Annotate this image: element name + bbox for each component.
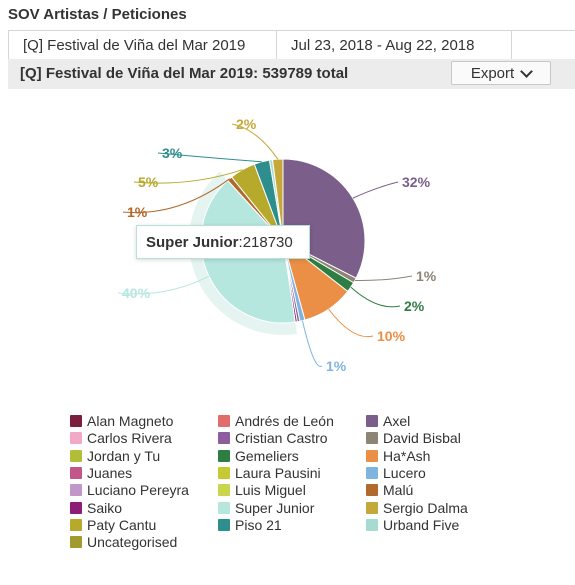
legend-swatch <box>70 432 82 445</box>
legend-swatch <box>218 518 230 531</box>
connector-line <box>352 181 399 199</box>
chart-tooltip: Super Junior:218730 <box>136 225 310 259</box>
pie-slice-label: 1% <box>127 204 148 220</box>
legend-swatch <box>70 484 82 497</box>
legend-swatch <box>70 415 82 427</box>
legend-item[interactable]: Saiko <box>70 500 122 516</box>
pie-slice-label: 2% <box>404 298 425 314</box>
legend-item[interactable]: Axel <box>366 413 410 429</box>
legend-item[interactable]: Ha*Ash <box>366 448 430 464</box>
legend-label: Luis Miguel <box>235 482 306 499</box>
legend-item[interactable]: Urband Five <box>366 517 459 533</box>
pie-slice-label: 2% <box>236 116 257 132</box>
legend-label: Laura Pausini <box>235 464 321 481</box>
pie-slice-label: 10% <box>377 328 406 344</box>
legend-swatch <box>70 466 82 479</box>
connector-line <box>328 308 374 338</box>
legend-label: Axel <box>383 413 411 429</box>
legend-label: Ha*Ash <box>383 447 431 464</box>
legend-label: Cristian Castro <box>235 430 328 447</box>
legend-swatch <box>218 432 230 445</box>
legend-swatch <box>70 536 82 549</box>
legend-label: Jordan y Tu <box>87 447 161 464</box>
pie-slice-label: 40% <box>122 285 151 301</box>
tab-date-range[interactable]: Jul 23, 2018 - Aug 22, 2018 <box>276 31 512 60</box>
connector-line <box>350 286 401 308</box>
legend-item[interactable]: Sergio Dalma <box>366 500 468 516</box>
legend-swatch <box>70 518 82 531</box>
export-label: Export <box>470 64 515 82</box>
legend-item[interactable]: Alan Magneto <box>70 413 173 429</box>
legend-item[interactable]: Lucero <box>366 465 426 481</box>
legend-item[interactable]: Luis Miguel <box>218 482 306 498</box>
legend-swatch <box>366 484 378 497</box>
chevron-down-icon <box>520 64 534 78</box>
legend-label: Gemeliers <box>235 447 299 464</box>
legend-swatch <box>70 501 82 514</box>
legend-label: Andrés de León <box>235 413 334 429</box>
legend-item[interactable]: Gemeliers <box>218 448 299 464</box>
legend-label: David Bisbal <box>383 430 461 447</box>
legend-item[interactable]: Paty Cantu <box>70 517 156 533</box>
legend-swatch <box>366 501 378 514</box>
legend-label: Juanes <box>87 464 133 481</box>
tab-query[interactable]: [Q] Festival de Viña del Mar 2019 <box>8 31 276 60</box>
legend-item[interactable]: Luciano Pereyra <box>70 482 189 498</box>
legend-item[interactable]: Juanes <box>70 465 132 481</box>
tooltip-name: Super Junior <box>146 234 239 251</box>
legend-item[interactable]: Cristian Castro <box>218 430 328 446</box>
legend-label: Lucero <box>383 464 426 481</box>
legend-swatch <box>366 449 378 462</box>
legend-swatch <box>218 466 230 479</box>
legend-label: Piso 21 <box>235 516 282 533</box>
legend-label: Paty Cantu <box>87 516 157 533</box>
legend-label: Carlos Rivera <box>87 430 172 447</box>
legend-item[interactable]: Piso 21 <box>218 517 282 533</box>
connector-line <box>117 275 210 295</box>
legend-item[interactable]: Andrés de León <box>218 413 334 429</box>
legend-swatch <box>218 449 230 462</box>
legend-item[interactable]: David Bisbal <box>366 430 461 446</box>
legend-swatch <box>70 449 82 462</box>
legend-label: Sergio Dalma <box>383 499 468 516</box>
legend-label: Uncategorised <box>87 534 178 551</box>
legend-label: Luciano Pereyra <box>87 482 189 499</box>
legend-swatch <box>218 501 230 514</box>
tooltip-value: 218730 <box>242 234 293 251</box>
legend-label: Saiko <box>87 499 123 516</box>
legend-item[interactable]: Carlos Rivera <box>70 430 172 446</box>
legend-label: Super Junior <box>235 499 315 516</box>
legend-swatch <box>366 518 378 531</box>
legend-item[interactable]: Laura Pausini <box>218 465 321 481</box>
legend-item[interactable]: Jordan y Tu <box>70 448 160 464</box>
chart-title: SOV Artistas / Peticiones <box>8 6 187 23</box>
legend-swatch <box>366 432 378 445</box>
legend-label: Urband Five <box>383 516 460 533</box>
legend-item[interactable]: Super Junior <box>218 500 314 516</box>
legend-swatch <box>366 466 378 479</box>
filter-tabs: [Q] Festival de Viña del Mar 2019 Jul 23… <box>8 30 575 61</box>
pie-slice-label: 1% <box>326 358 347 374</box>
legend-label: Malú <box>383 482 414 499</box>
pie-slice-label: 32% <box>402 174 431 190</box>
pie-slice-label: 1% <box>416 268 437 284</box>
connector-line <box>133 169 243 184</box>
summary-title: [Q] Festival de Viña del Mar 2019: 53978… <box>20 65 349 82</box>
pie-slice-label: 5% <box>138 174 159 190</box>
legend-item[interactable]: Uncategorised <box>70 534 177 550</box>
legend-swatch <box>218 415 230 427</box>
legend-item[interactable]: Malú <box>366 482 413 498</box>
pie-slice-label: 3% <box>162 145 183 161</box>
legend-swatch <box>366 415 378 427</box>
connector-line <box>122 178 230 214</box>
summary-bar: [Q] Festival de Viña del Mar 2019: 53978… <box>8 59 575 89</box>
export-button[interactable]: Export <box>451 61 551 85</box>
connector-line <box>354 275 413 282</box>
legend-swatch <box>218 484 230 497</box>
connector-line <box>231 123 279 160</box>
connector-line <box>301 320 323 367</box>
connector-line <box>157 152 262 163</box>
legend-label: Alan Magneto <box>87 413 174 429</box>
